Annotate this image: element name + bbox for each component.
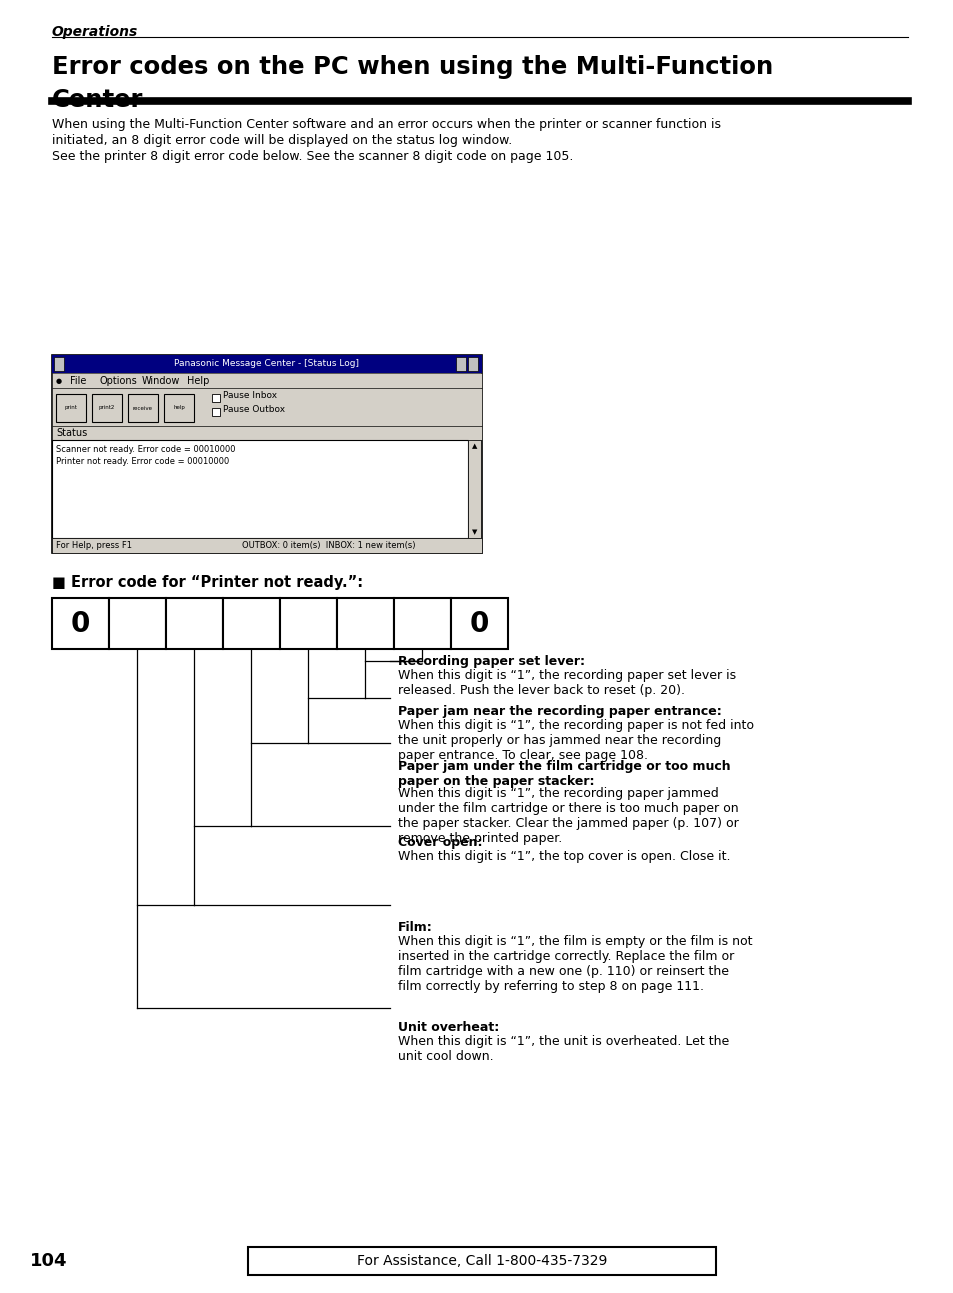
Text: Printer not ready. Error code = 00010000: Printer not ready. Error code = 00010000 bbox=[56, 456, 229, 465]
Text: Panasonic Message Center - [Status Log]: Panasonic Message Center - [Status Log] bbox=[174, 359, 359, 369]
Text: For Help, press F1: For Help, press F1 bbox=[56, 540, 132, 550]
Text: Pause Inbox: Pause Inbox bbox=[223, 392, 276, 401]
Text: When this digit is “1”, the recording paper set lever is
released. Push the leve: When this digit is “1”, the recording pa… bbox=[397, 668, 736, 697]
Text: help: help bbox=[172, 406, 185, 410]
Text: Scanner not ready. Error code = 00010000: Scanner not ready. Error code = 00010000 bbox=[56, 445, 235, 454]
Bar bbox=[336, 597, 394, 649]
Bar bbox=[52, 388, 481, 425]
Text: Operations: Operations bbox=[52, 25, 138, 39]
Text: ●: ● bbox=[56, 378, 62, 384]
Text: Paper jam under the film cartridge or too much
paper on the paper stacker:: Paper jam under the film cartridge or to… bbox=[397, 760, 730, 787]
Bar bbox=[280, 597, 336, 649]
Bar bbox=[166, 597, 223, 649]
Text: 0: 0 bbox=[71, 609, 91, 637]
Text: OUTBOX: 0 item(s)  INBOX: 1 new item(s): OUTBOX: 0 item(s) INBOX: 1 new item(s) bbox=[242, 540, 416, 550]
Bar bbox=[394, 597, 451, 649]
Bar bbox=[52, 597, 109, 649]
Bar bbox=[91, 394, 122, 422]
Text: When using the Multi-Function Center software and an error occurs when the print: When using the Multi-Function Center sof… bbox=[52, 118, 720, 131]
Text: print2: print2 bbox=[99, 406, 115, 410]
Bar bbox=[52, 356, 481, 553]
Text: Options: Options bbox=[100, 375, 137, 385]
Text: Film:: Film: bbox=[397, 921, 433, 934]
Bar bbox=[52, 538, 481, 553]
Text: When this digit is “1”, the unit is overheated. Let the
unit cool down.: When this digit is “1”, the unit is over… bbox=[397, 1034, 728, 1063]
Bar bbox=[164, 394, 193, 422]
Text: Unit overheat:: Unit overheat: bbox=[397, 1021, 498, 1034]
Text: ▲: ▲ bbox=[472, 443, 477, 449]
Text: When this digit is “1”, the recording paper jammed
under the film cartridge or t: When this digit is “1”, the recording pa… bbox=[397, 787, 738, 846]
Text: Center: Center bbox=[52, 88, 143, 112]
Bar bbox=[52, 440, 468, 538]
Text: For Assistance, Call 1-800-435-7329: For Assistance, Call 1-800-435-7329 bbox=[356, 1254, 606, 1268]
Text: Paper jam near the recording paper entrance:: Paper jam near the recording paper entra… bbox=[397, 705, 721, 718]
Bar bbox=[54, 357, 64, 371]
Bar bbox=[52, 372, 481, 388]
Bar bbox=[223, 597, 280, 649]
Text: ■ Error code for “Printer not ready.”:: ■ Error code for “Printer not ready.”: bbox=[52, 575, 363, 590]
Bar bbox=[456, 357, 465, 371]
Bar bbox=[451, 597, 507, 649]
Text: See the printer 8 digit error code below. See the scanner 8 digit code on page 1: See the printer 8 digit error code below… bbox=[52, 150, 573, 163]
Bar bbox=[248, 1246, 716, 1275]
Text: ▼: ▼ bbox=[472, 529, 477, 535]
Text: Window: Window bbox=[142, 375, 180, 385]
Text: 0: 0 bbox=[469, 609, 489, 637]
Text: Cover open:: Cover open: bbox=[397, 837, 482, 850]
Text: Recording paper set lever:: Recording paper set lever: bbox=[397, 656, 584, 668]
Bar bbox=[52, 425, 481, 440]
Bar bbox=[109, 597, 166, 649]
Bar bbox=[52, 356, 481, 372]
Text: When this digit is “1”, the film is empty or the film is not
inserted in the car: When this digit is “1”, the film is empt… bbox=[397, 935, 752, 993]
Text: File: File bbox=[70, 375, 87, 385]
Text: initiated, an 8 digit error code will be displayed on the status log window.: initiated, an 8 digit error code will be… bbox=[52, 134, 512, 147]
Text: When this digit is “1”, the recording paper is not fed into
the unit properly or: When this digit is “1”, the recording pa… bbox=[397, 719, 753, 762]
Bar bbox=[468, 440, 480, 538]
Text: Pause Outbox: Pause Outbox bbox=[223, 406, 285, 415]
Bar bbox=[468, 357, 477, 371]
Text: print: print bbox=[65, 406, 77, 410]
Text: receive: receive bbox=[132, 406, 152, 410]
Text: Help: Help bbox=[187, 375, 209, 385]
Text: Status: Status bbox=[56, 428, 87, 438]
Bar bbox=[56, 394, 86, 422]
Bar bbox=[212, 409, 220, 416]
Text: When this digit is “1”, the top cover is open. Close it.: When this digit is “1”, the top cover is… bbox=[397, 850, 730, 862]
Bar bbox=[128, 394, 158, 422]
Text: 104: 104 bbox=[30, 1252, 68, 1270]
Bar bbox=[212, 394, 220, 402]
Text: Error codes on the PC when using the Multi-Function: Error codes on the PC when using the Mul… bbox=[52, 56, 773, 79]
